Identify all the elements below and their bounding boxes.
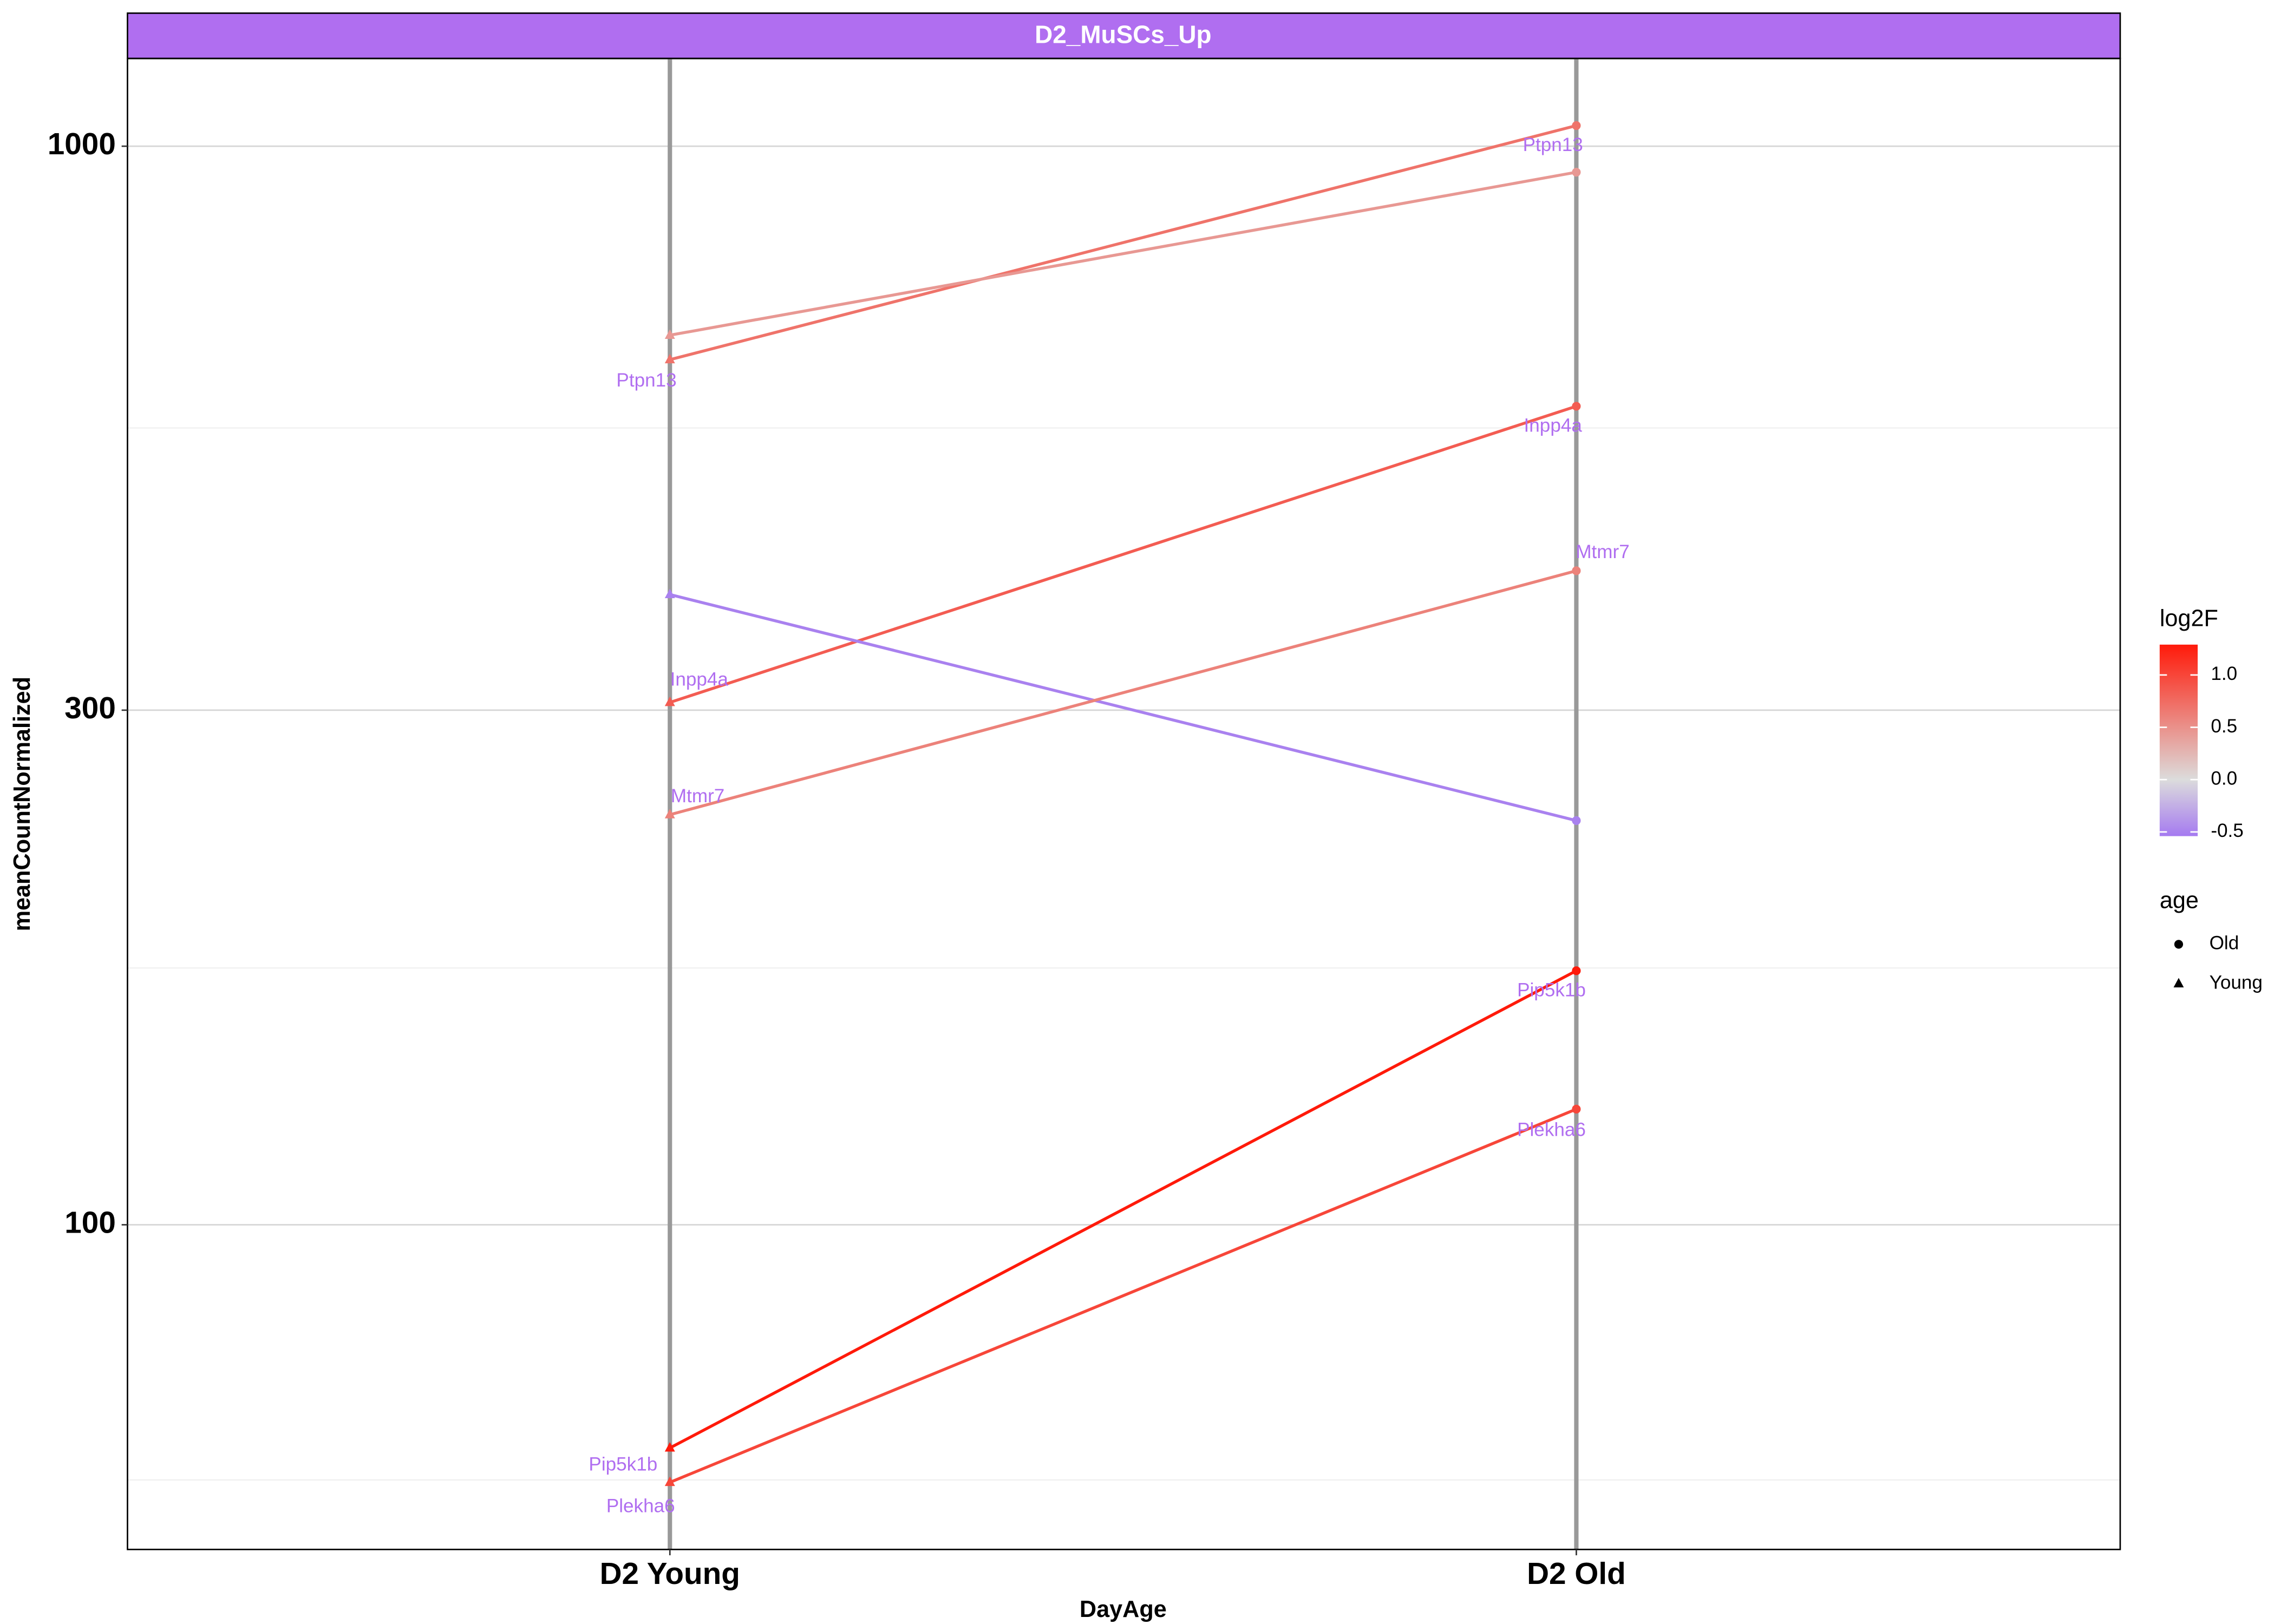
point: [1572, 1104, 1581, 1114]
series-line: [669, 404, 1577, 704]
point-label: Inpp4a: [1524, 415, 1583, 436]
colorbar-tick-label: 0.5: [2211, 716, 2237, 737]
point-label: Inpp4a: [670, 669, 729, 690]
point: [664, 696, 675, 706]
y-tick-label: 300: [64, 691, 116, 725]
colorbar-tick-label: 0.0: [2211, 768, 2237, 789]
series-line: [669, 171, 1577, 337]
legend: -0.5 0.0 0.5 1.0 Old Young: [2159, 644, 2263, 993]
colorbar: [2159, 644, 2198, 836]
series-line: [669, 969, 1577, 1450]
point-label: Mtmr7: [1576, 541, 1629, 562]
series-line: [669, 124, 1577, 362]
panel-border: [127, 57, 2121, 1550]
legend-title: age: [2160, 887, 2199, 913]
point: [1572, 121, 1581, 130]
legend-symbol: [2173, 978, 2184, 988]
point-label: Mtmr7: [671, 785, 724, 807]
legend-symbol: [2174, 940, 2184, 949]
point: [664, 329, 675, 339]
point: [664, 353, 675, 364]
series-line: [669, 569, 1577, 816]
point-label: Plekha6: [1517, 1119, 1586, 1141]
legend-label: Young: [2210, 972, 2263, 993]
chart-title: D2_MuSCs_Up: [1035, 21, 1211, 49]
grid: [127, 58, 2120, 1550]
point: [1572, 966, 1581, 975]
x-tick-label: D2 Old: [1527, 1557, 1626, 1591]
point-label: Pip5k1b: [1517, 979, 1586, 1000]
point: [1572, 402, 1581, 411]
plot-area: Ptpn13 Ptpn13 Inpp4a Inpp4a Mtmr7 Mtmr7 Pip5k1…: [589, 121, 1630, 1517]
series-line: [669, 593, 1577, 822]
legend-title: log2F: [2160, 605, 2218, 631]
series-line: [669, 1108, 1577, 1484]
x-axis-title: DayAge: [1080, 1596, 1167, 1622]
colorbar-tick-label: -0.5: [2211, 820, 2243, 841]
point: [664, 1476, 675, 1487]
panel-strip: [127, 12, 2121, 60]
y-axis-title: meanCountNormalized: [9, 677, 35, 931]
point: [664, 588, 675, 599]
point-label: Plekha6: [606, 1496, 675, 1517]
point-label: Ptpn13: [1523, 134, 1583, 155]
y-tick-label: 1000: [48, 127, 116, 161]
point: [664, 1442, 675, 1452]
point: [664, 809, 675, 818]
point: [1572, 566, 1581, 575]
point: [1572, 816, 1581, 825]
legend-label: Old: [2210, 933, 2239, 954]
point: [1572, 168, 1581, 177]
y-tick-label: 100: [64, 1206, 116, 1240]
point-label: Ptpn13: [616, 370, 676, 391]
colorbar-tick-label: 1.0: [2211, 663, 2237, 684]
point-label: Pip5k1b: [589, 1453, 657, 1475]
x-tick-label: D2 Young: [600, 1557, 740, 1591]
